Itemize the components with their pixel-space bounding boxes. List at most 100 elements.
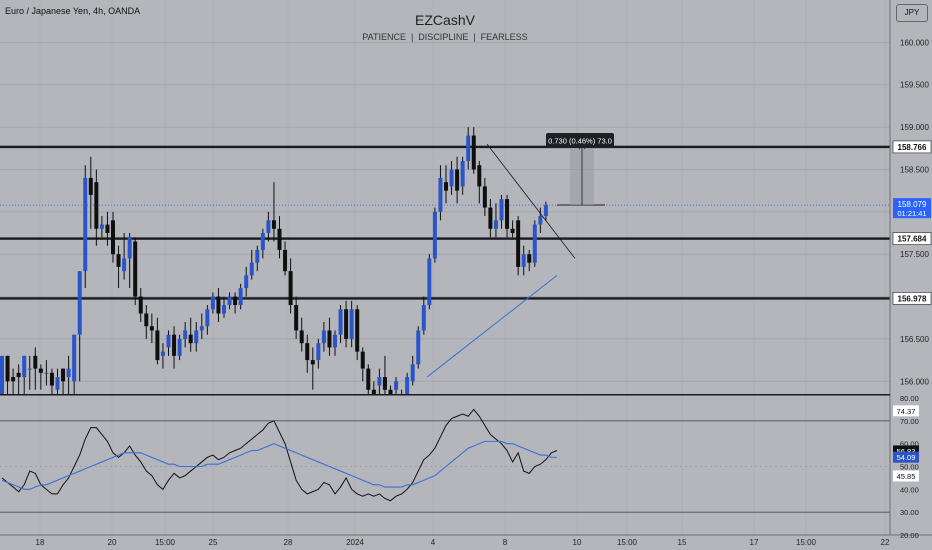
candle-body	[210, 296, 215, 310]
candle	[116, 245, 121, 289]
candle	[283, 241, 288, 276]
candle-body	[488, 207, 493, 229]
level-line	[0, 237, 890, 240]
rsi-tick-label: 20.00	[900, 531, 919, 540]
candle-body	[288, 271, 293, 306]
time-tick-label: 4	[431, 538, 436, 547]
candle-body	[138, 296, 143, 314]
candle-body	[88, 177, 93, 195]
candle	[510, 220, 515, 238]
candle	[88, 156, 93, 229]
candle-body	[155, 330, 160, 361]
rsi-value-tag	[893, 445, 919, 457]
candle	[255, 245, 260, 272]
candle-body	[360, 351, 365, 369]
candle	[227, 292, 232, 310]
candle	[122, 233, 127, 280]
time-tick-label: 15:00	[155, 538, 176, 547]
candle	[83, 165, 88, 289]
rsi-tick-label: 30.00	[900, 508, 919, 517]
price-tick-label: 160.000	[900, 38, 929, 47]
candle-body	[449, 169, 454, 187]
candle-body	[188, 334, 193, 344]
time-tick-label: 8	[503, 538, 508, 547]
candle-body	[516, 220, 521, 267]
candle	[505, 194, 510, 238]
candle-body	[277, 228, 282, 250]
candle-body	[238, 288, 243, 306]
rsi-tick-label: 70.00	[900, 417, 919, 426]
candle	[338, 305, 343, 344]
level-tag-label: 156.978	[898, 294, 927, 303]
candle-body	[38, 368, 43, 373]
candle-body	[333, 334, 337, 348]
candle	[127, 233, 132, 289]
candle-body	[444, 182, 448, 191]
candle	[194, 321, 199, 352]
rsi-tick-label: 80.00	[900, 394, 919, 403]
price-tick-label: 156.000	[900, 377, 929, 386]
chart-subtitle: PATIENCE | DISCIPLINE | FEARLESS	[362, 32, 528, 42]
candle	[66, 355, 71, 394]
candle-body	[266, 220, 271, 234]
candle	[260, 228, 265, 259]
candle-body	[260, 233, 265, 250]
candle	[543, 201, 548, 221]
candle-body	[299, 330, 304, 344]
candle	[416, 326, 421, 369]
candle-body	[160, 351, 165, 356]
candle-body	[505, 199, 510, 229]
level-tag-label: 158.766	[898, 143, 927, 152]
candle	[405, 372, 410, 394]
candle	[33, 347, 38, 390]
price-tick-label: 159.500	[900, 81, 929, 90]
candle-body	[55, 377, 60, 390]
candle-body	[72, 334, 77, 382]
rsi-tick-label: 50.00	[900, 463, 919, 472]
candle-body	[471, 135, 476, 170]
candle	[360, 347, 365, 382]
candle-body	[527, 254, 532, 263]
rsi-value-tag	[893, 405, 919, 417]
candle	[11, 368, 16, 394]
candle	[366, 364, 371, 394]
candle	[205, 305, 210, 335]
candle-body	[244, 275, 249, 289]
candle	[482, 177, 487, 217]
candle-body	[255, 249, 260, 263]
candle	[5, 355, 10, 394]
candle	[0, 355, 4, 394]
currency-button[interactable]: JPY	[896, 4, 928, 22]
time-tick-label: 22	[881, 538, 890, 547]
candle	[466, 127, 471, 170]
candle-body	[227, 296, 232, 306]
rsi-value-tag-label: 74.37	[897, 407, 916, 416]
time-tick-label: 10	[573, 538, 582, 547]
candle-body	[421, 305, 426, 331]
candle	[516, 216, 521, 276]
candle-body	[172, 334, 177, 356]
candle-body	[44, 372, 49, 374]
candle-body	[294, 305, 299, 331]
pane-separator	[0, 394, 890, 396]
candle-body	[83, 177, 88, 272]
candle	[149, 313, 154, 344]
candle	[210, 292, 215, 314]
candle	[371, 381, 376, 394]
candle	[432, 207, 437, 263]
candle-body	[183, 330, 188, 339]
candle-body	[122, 258, 127, 272]
candle	[271, 182, 276, 242]
candle	[321, 321, 326, 352]
candle-body	[405, 377, 410, 394]
time-tick-label: 25	[209, 538, 218, 547]
candle	[344, 300, 349, 348]
rsi-line	[1, 408, 558, 502]
price-tick-label: 156.500	[900, 335, 929, 344]
candle-body	[166, 334, 171, 348]
candle-body	[410, 364, 415, 382]
price-tick-label: 157.500	[900, 250, 929, 259]
candle-body	[460, 160, 465, 187]
candle-body	[99, 224, 104, 229]
